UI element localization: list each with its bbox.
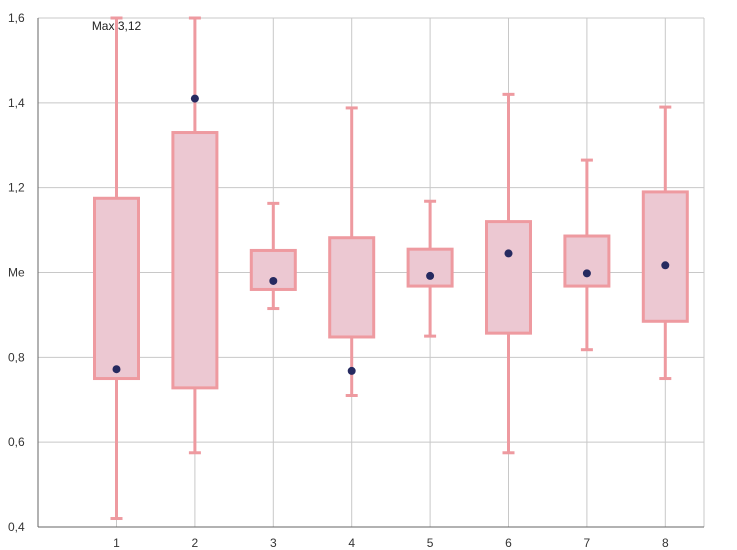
box-group-7 [563,158,611,352]
axis-layer [37,18,704,528]
mean-point [582,269,591,278]
y-tick-label: 1,6 [8,11,25,25]
mean-point [347,366,356,375]
box-body [485,220,532,335]
box-body [249,248,297,291]
label-layer: 0,4 0,6 0,8 Me 1,2 1,4 1,6 1 2 3 4 5 6 7 8 [8,11,669,550]
mean-point [426,271,435,280]
mean-point [269,276,278,285]
y-tick-label: 0,6 [8,435,25,449]
max-annotation: Max 3,12 [92,19,142,33]
box-group-5 [406,199,454,338]
y-tick-label: 1,4 [8,96,25,110]
mean-point [112,365,121,374]
x-tick-label: 3 [270,536,277,550]
x-tick-label: 7 [584,536,591,550]
y-tick-label: 1,2 [8,181,25,195]
y-tick-label: 0,4 [8,520,25,534]
box-body [563,234,611,288]
x-tick-label: 6 [505,536,512,550]
box-group-8 [641,105,689,381]
x-tick-label: 8 [662,536,669,550]
box-group-1 [93,16,140,521]
box-body [93,196,140,381]
y-tick-label: Me [8,266,25,280]
box-layer [93,16,689,521]
mean-point [504,249,513,258]
x-tick-label: 2 [192,536,199,550]
x-tick-label: 5 [427,536,434,550]
box-body [328,236,376,339]
x-tick-label: 4 [348,536,355,550]
x-tick-label: 1 [113,536,120,550]
box-body [406,247,454,288]
box-group-6 [485,92,532,455]
mean-point [661,261,670,270]
box-body [171,131,219,390]
box-group-3 [249,201,297,311]
mean-point [190,94,199,103]
box-group-4 [328,106,376,398]
box-group-2 [171,16,219,455]
box-body [641,190,689,323]
y-tick-label: 0,8 [8,350,25,364]
